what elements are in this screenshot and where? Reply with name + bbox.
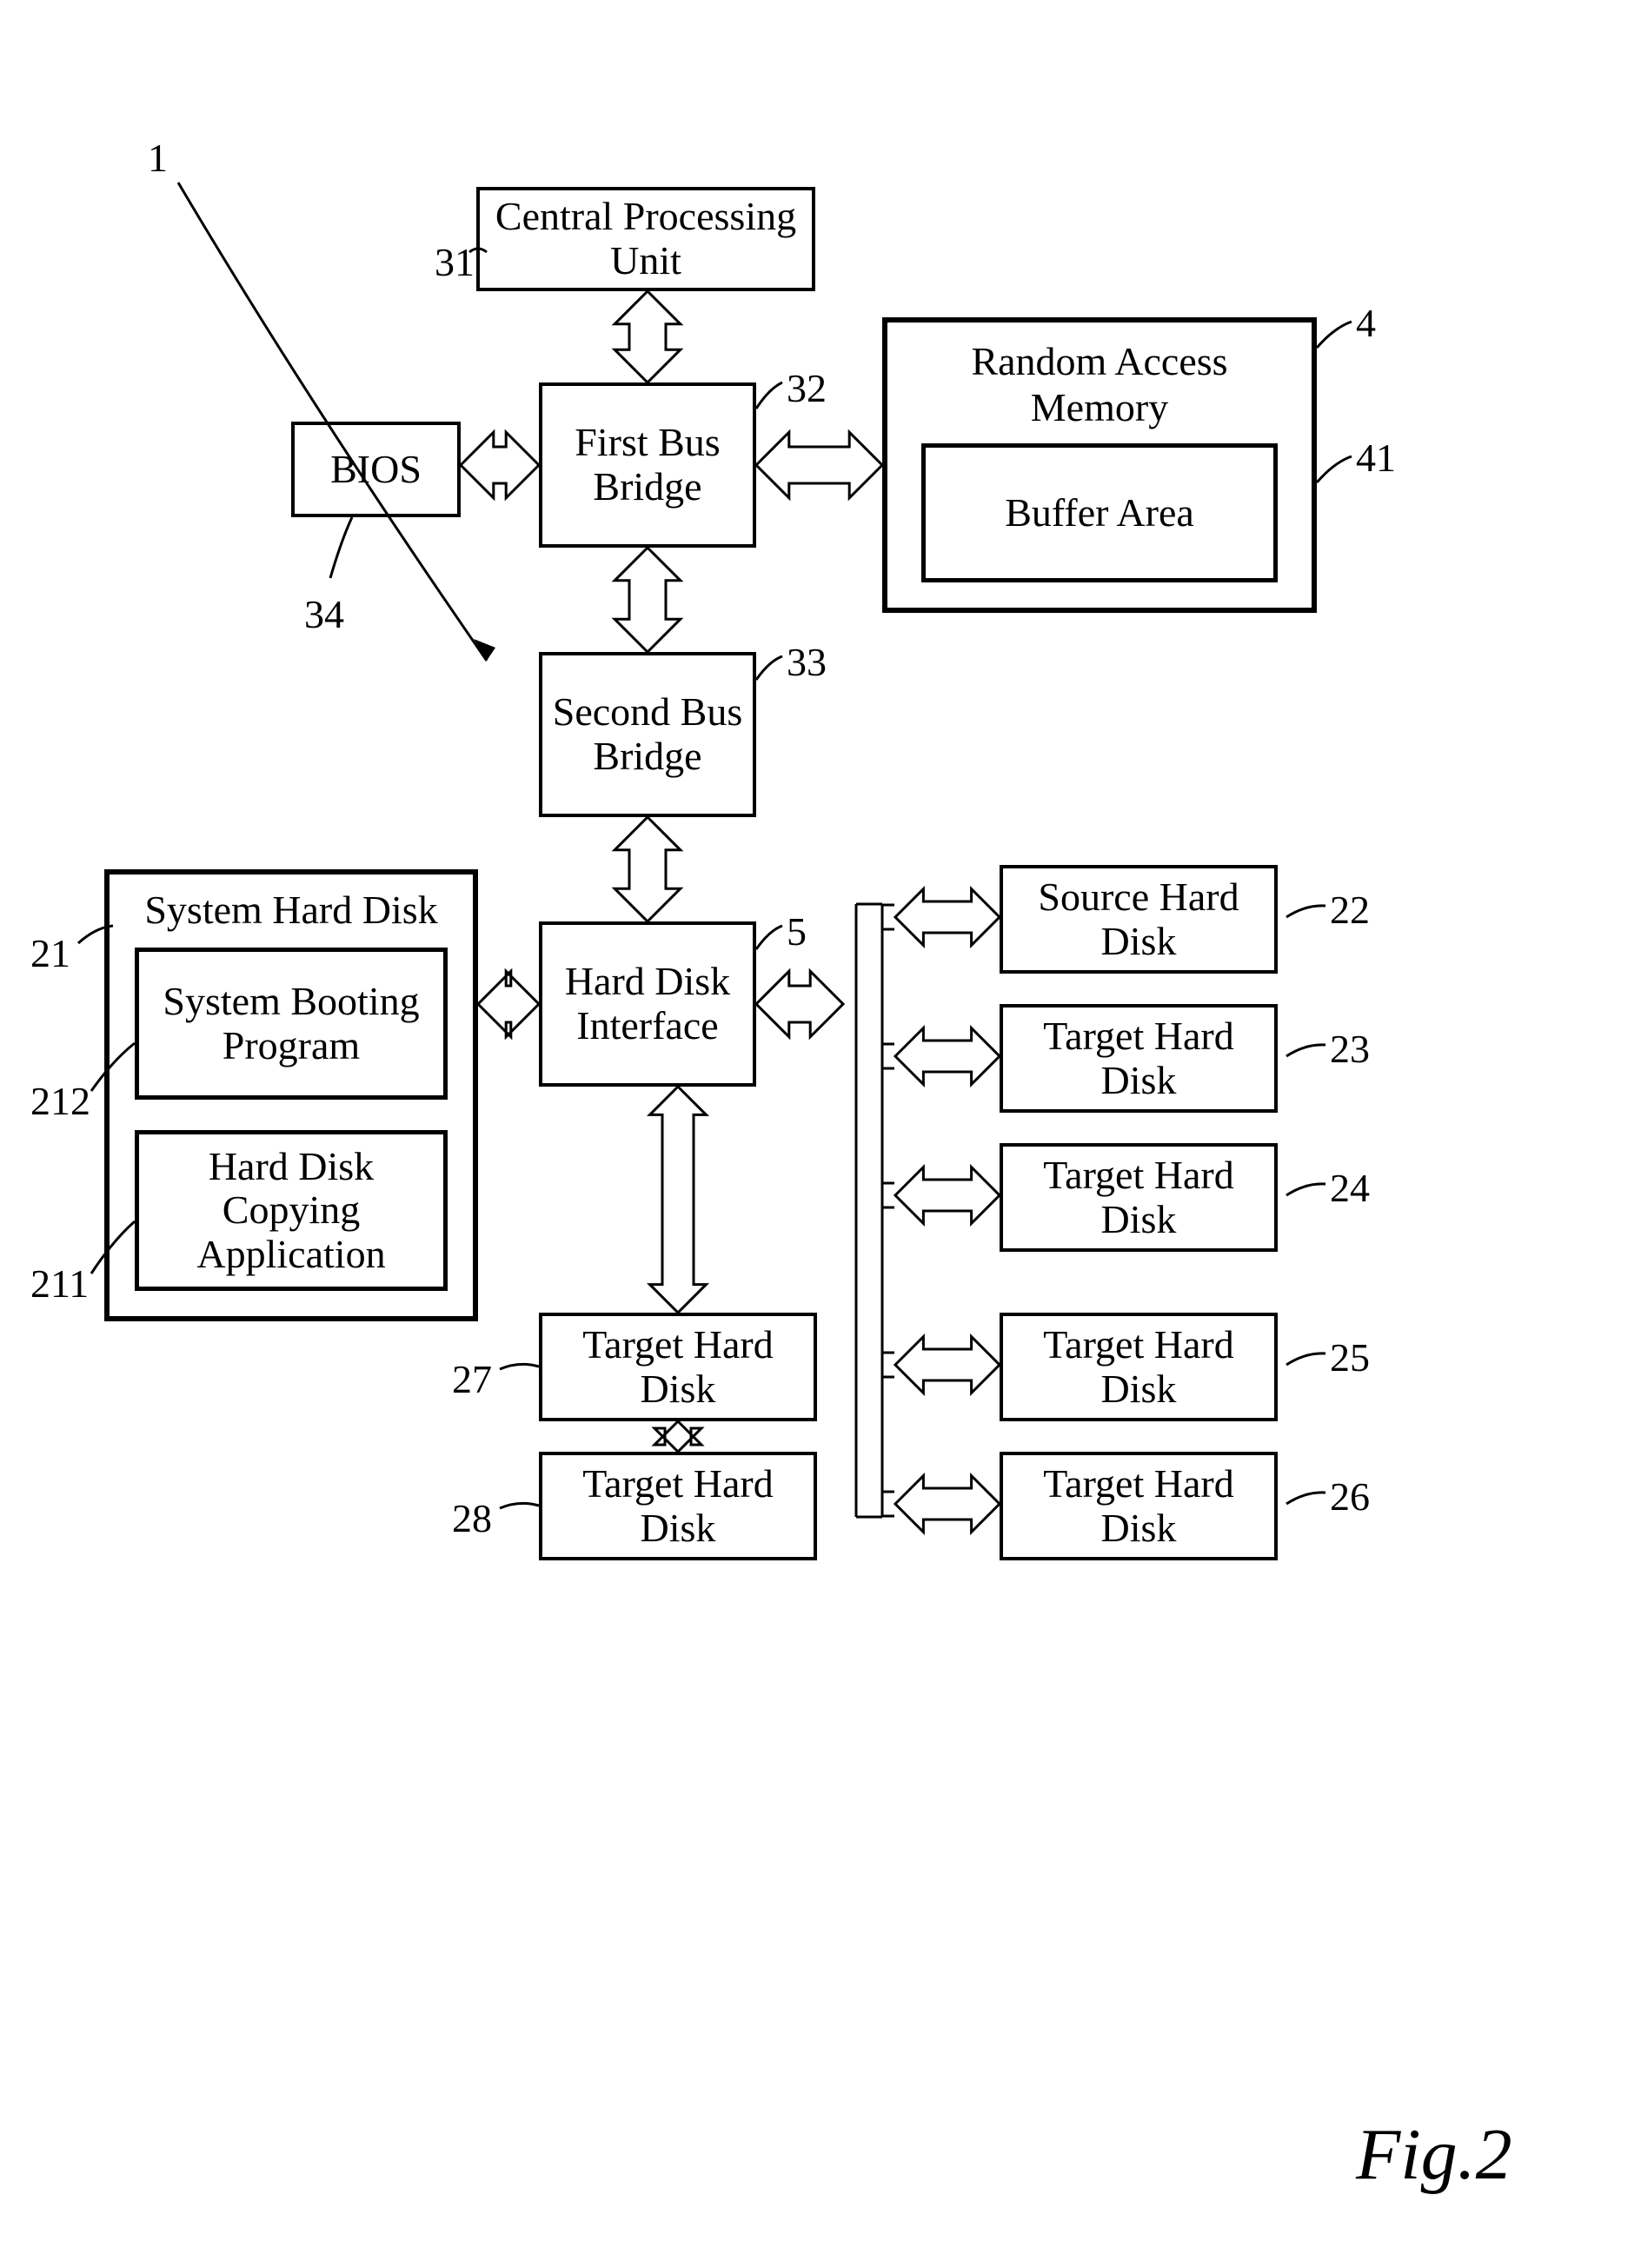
ref-t27: 27 — [452, 1356, 492, 1402]
ref-cpu: 31 — [435, 239, 475, 285]
node-target-hd-28: Target HardDisk — [539, 1452, 817, 1560]
node-hard-disk-interface: Hard DiskInterface — [539, 921, 756, 1087]
node-t25-label: Target HardDisk — [1043, 1323, 1233, 1411]
node-target-hd-26: Target HardDisk — [1000, 1452, 1278, 1560]
ref-t23: 23 — [1330, 1026, 1370, 1072]
node-t28-label: Target HardDisk — [582, 1462, 773, 1550]
ref-shd-copy: 211 — [30, 1260, 89, 1307]
node-source-hd: Source HardDisk — [1000, 865, 1278, 974]
ref-t25: 25 — [1330, 1334, 1370, 1380]
ref-hdi: 5 — [787, 908, 807, 954]
node-t23-label: Target HardDisk — [1043, 1014, 1233, 1102]
node-hdi-label: Hard DiskInterface — [565, 960, 730, 1048]
ref-shd-boot: 212 — [30, 1078, 90, 1124]
node-cpu-label: Central ProcessingUnit — [495, 195, 796, 283]
node-shd-boot: System BootingProgram — [135, 948, 448, 1100]
ref-sbb: 33 — [787, 639, 827, 685]
node-fbb-label: First BusBridge — [575, 421, 720, 509]
diagram-canvas: 1 Central ProcessingUnit 31 BIOS 34 Firs… — [0, 0, 1641, 2268]
node-src-label: Source HardDisk — [1038, 875, 1239, 963]
ref-t24: 24 — [1330, 1165, 1370, 1211]
node-ram-buffer: Buffer Area — [921, 443, 1278, 582]
node-ram-title: Random AccessMemory — [887, 338, 1312, 430]
ref-ram: 4 — [1356, 300, 1376, 346]
node-sbb-label: Second BusBridge — [553, 690, 743, 778]
node-target-hd-25: Target HardDisk — [1000, 1313, 1278, 1421]
node-shd-copy: Hard Disk CopyingApplication — [135, 1130, 448, 1291]
ref-t28: 28 — [452, 1495, 492, 1541]
node-target-hd-27: Target HardDisk — [539, 1313, 817, 1421]
node-target-hd-24: Target HardDisk — [1000, 1143, 1278, 1252]
node-shd-title: System Hard Disk — [110, 887, 473, 933]
ref-ram-buffer: 41 — [1356, 435, 1396, 481]
node-first-bus-bridge: First BusBridge — [539, 382, 756, 548]
node-shd-boot-label: System BootingProgram — [163, 980, 419, 1067]
node-target-hd-23: Target HardDisk — [1000, 1004, 1278, 1113]
ref-fbb: 32 — [787, 365, 827, 411]
node-t27-label: Target HardDisk — [582, 1323, 773, 1411]
node-t26-label: Target HardDisk — [1043, 1462, 1233, 1550]
ref-shd: 21 — [30, 930, 70, 976]
node-bios: BIOS — [291, 422, 461, 517]
node-t24-label: Target HardDisk — [1043, 1154, 1233, 1241]
node-second-bus-bridge: Second BusBridge — [539, 652, 756, 817]
ref-root: 1 — [148, 135, 168, 181]
node-shd-copy-label: Hard Disk CopyingApplication — [143, 1145, 440, 1277]
ref-bios: 34 — [304, 591, 344, 637]
node-bios-label: BIOS — [330, 448, 422, 492]
node-ram-buffer-label: Buffer Area — [1005, 491, 1194, 535]
figure-label: Fig.2 — [1356, 2112, 1512, 2197]
ref-t26: 26 — [1330, 1473, 1370, 1520]
node-cpu: Central ProcessingUnit — [476, 187, 815, 291]
ref-src: 22 — [1330, 887, 1370, 933]
